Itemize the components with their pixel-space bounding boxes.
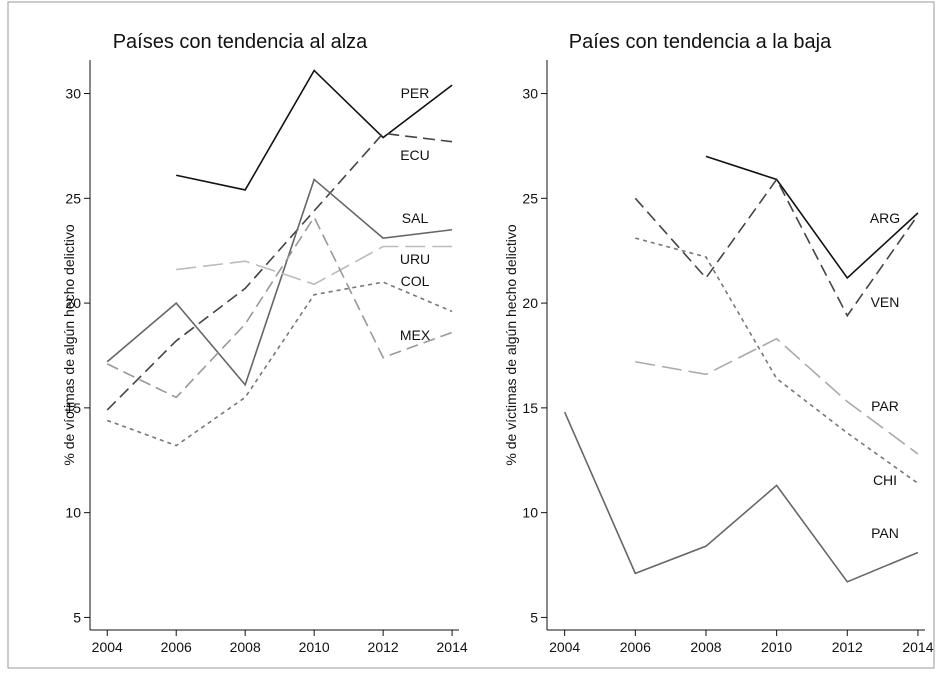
y-tick-label: 25: [522, 190, 538, 206]
series-label: ECU: [400, 147, 430, 163]
series-line: [635, 237, 919, 484]
x-tick-label: 2008: [230, 639, 261, 655]
y-axis-label: % de víctimas de algún hecho delictivo: [61, 224, 77, 465]
series-label: MEX: [400, 327, 431, 343]
series-line: [176, 69, 453, 191]
x-tick-label: 2010: [299, 639, 330, 655]
series-line: [106, 281, 453, 447]
series-line: [176, 245, 453, 286]
series-label: URU: [400, 251, 430, 267]
series-label: SAL: [402, 210, 429, 226]
x-tick-label: 2014: [437, 639, 468, 655]
y-tick-label: 10: [522, 505, 538, 521]
x-tick-label: 2004: [92, 639, 123, 655]
x-tick-label: 2008: [690, 639, 721, 655]
series-line: [563, 411, 919, 583]
x-tick-label: 2014: [902, 639, 933, 655]
y-tick-label: 5: [530, 609, 538, 625]
series-line: [634, 177, 919, 318]
series-label: PAR: [871, 398, 899, 414]
y-tick-label: 15: [522, 400, 538, 416]
x-tick-label: 2006: [161, 639, 192, 655]
series-line: [106, 132, 453, 411]
x-tick-label: 2012: [832, 639, 863, 655]
y-tick-label: 30: [65, 86, 81, 102]
chart-title: Países con tendencia al alza: [113, 31, 368, 53]
series-label: VEN: [871, 294, 900, 310]
series-label: PAN: [871, 525, 899, 541]
series-label: ARG: [870, 210, 900, 226]
series-label: CHI: [873, 472, 897, 488]
series-label: COL: [401, 273, 430, 289]
y-tick-label: 20: [65, 295, 81, 311]
y-tick-label: 15: [65, 400, 81, 416]
x-tick-label: 2012: [368, 639, 399, 655]
y-tick-label: 25: [65, 190, 81, 206]
y-tick-label: 10: [65, 505, 81, 521]
x-tick-label: 2010: [761, 639, 792, 655]
series-line: [705, 155, 919, 280]
y-tick-label: 20: [522, 295, 538, 311]
series-line: [635, 337, 919, 455]
series-label: PER: [401, 85, 430, 101]
frame: [7, 1, 935, 669]
chart-title: Paíes con tendencia a la baja: [569, 31, 832, 53]
y-tick-label: 30: [522, 86, 538, 102]
y-axis-label: % de víctimas de algún hecho delictivo: [503, 224, 519, 465]
x-tick-label: 2004: [549, 639, 580, 655]
series-line: [106, 215, 453, 399]
series-line: [106, 178, 453, 387]
x-tick-label: 2006: [620, 639, 651, 655]
y-tick-label: 5: [73, 609, 81, 625]
